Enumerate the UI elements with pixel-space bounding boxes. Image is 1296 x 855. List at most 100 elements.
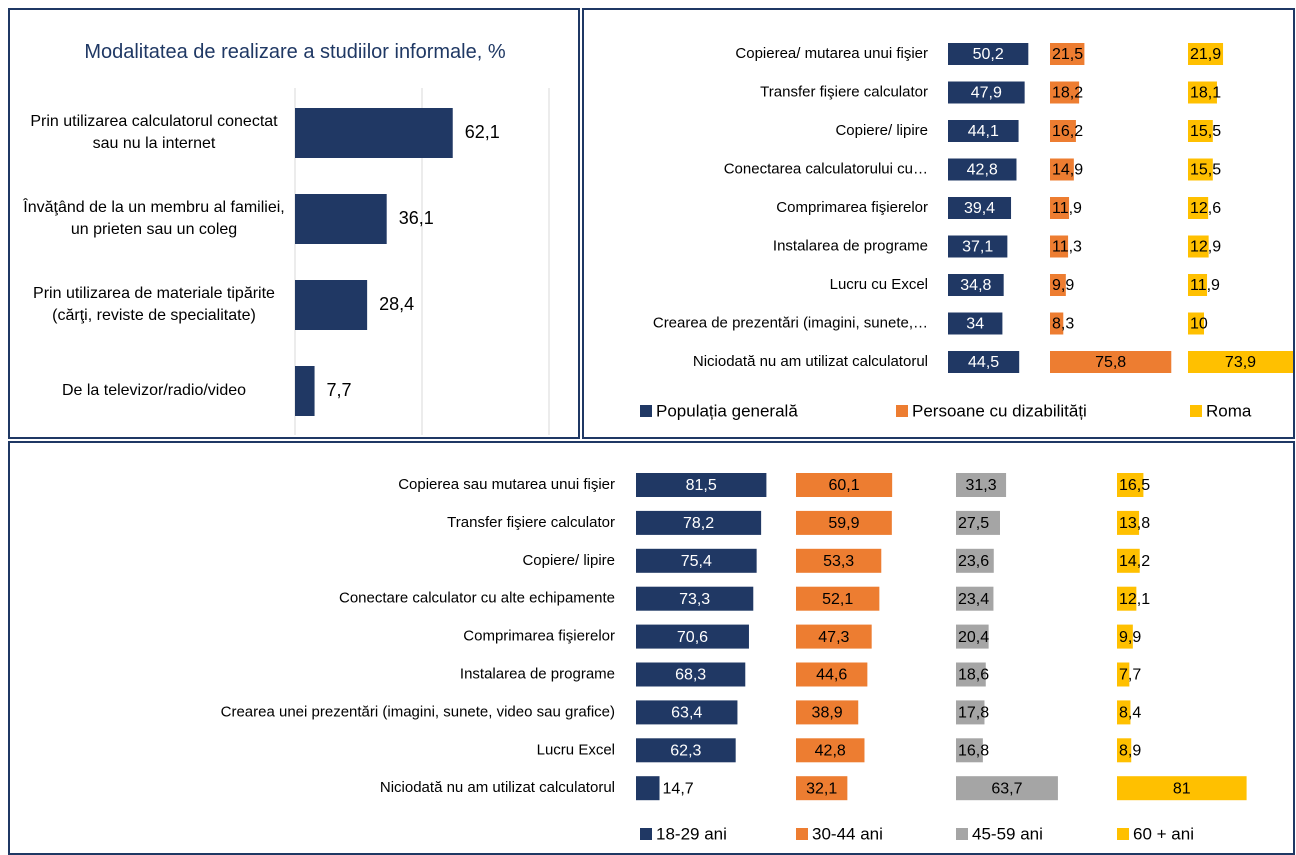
value-label: 75,4	[681, 553, 712, 570]
value-label: 15,5	[1190, 123, 1221, 140]
value-label: 62,3	[670, 743, 701, 760]
bar	[636, 548, 757, 573]
value-label: 59,9	[828, 515, 859, 532]
bar	[948, 158, 1017, 181]
value-label: 17,8	[958, 705, 989, 722]
category-label: Comprimarea fişierelor	[463, 628, 615, 645]
category-label: Crearea unei prezentări (imagini, sunete…	[221, 703, 615, 720]
bar	[1188, 351, 1293, 373]
value-label: 68,3	[675, 667, 706, 684]
category-label: Copierea sau mutarea unui fişier	[398, 476, 615, 493]
value-label: 78,2	[683, 515, 714, 532]
value-label: 50,2	[973, 46, 1004, 63]
value-label: 14,2	[1119, 553, 1150, 570]
value-label: 81,5	[686, 477, 717, 494]
bar	[948, 43, 1029, 65]
bar	[1050, 43, 1085, 65]
bar	[1050, 81, 1080, 104]
category-label: Lucru cu Excel	[830, 276, 928, 293]
value-label: 8,9	[1119, 743, 1141, 760]
value-label: 14,9	[1052, 162, 1083, 179]
category-label: Conectarea calculatorului cu…	[724, 160, 928, 177]
bar	[1188, 312, 1204, 335]
bar	[948, 235, 1008, 258]
value-label: 14,7	[663, 780, 694, 797]
bar	[1050, 120, 1076, 142]
bar	[1117, 548, 1140, 573]
bar	[1050, 351, 1172, 373]
bar	[1117, 700, 1131, 725]
value-label: 15,5	[1190, 162, 1221, 179]
value-label: 8,4	[1119, 705, 1141, 722]
value-label: 18,2	[1052, 85, 1083, 102]
bar	[796, 586, 880, 611]
value-label: 12,6	[1190, 200, 1221, 217]
value-label: 13,8	[1119, 515, 1150, 532]
bar	[1050, 312, 1064, 335]
value-label: 32,1	[806, 780, 837, 797]
bar	[636, 700, 738, 725]
value-label: 21,5	[1052, 46, 1083, 63]
bar	[636, 662, 746, 687]
value-label: 39,4	[964, 200, 995, 217]
bar	[636, 738, 736, 763]
bar	[948, 274, 1004, 296]
value-label: 9,9	[1052, 277, 1074, 294]
legend-swatch	[956, 828, 968, 840]
panel	[8, 8, 580, 439]
value-label: 12,9	[1190, 239, 1221, 256]
category-label: Comprimarea fişierelor	[776, 199, 928, 216]
bar	[1188, 81, 1217, 104]
category-label: Prin utilizarea de materiale tipărite (c…	[33, 285, 275, 324]
value-label: 75,8	[1095, 354, 1126, 371]
category-label: Conectare calculator cu alte echipamente	[339, 590, 615, 607]
panel	[582, 8, 1295, 439]
bar	[956, 548, 994, 573]
legend-swatch	[1190, 405, 1202, 417]
value-label: 63,7	[991, 780, 1022, 797]
value-label: 42,8	[967, 162, 998, 179]
value-label: 27,5	[958, 515, 989, 532]
legend-label: Persoane cu dizabilități	[912, 401, 1087, 420]
value-label: 11,9	[1190, 277, 1220, 294]
bar	[636, 586, 754, 611]
bar	[796, 738, 865, 763]
value-label: 63,4	[671, 705, 702, 722]
bar	[1188, 120, 1213, 142]
legend-swatch	[896, 405, 908, 417]
bar	[956, 738, 983, 763]
value-label: 7,7	[327, 380, 352, 400]
bar	[796, 473, 893, 497]
legend-swatch	[640, 405, 652, 417]
legend-label: 18-29 ani	[656, 824, 727, 843]
bar	[956, 662, 986, 687]
legend-label: Populația generală	[656, 401, 798, 420]
legend-label: 45-59 ani	[972, 824, 1043, 843]
value-label: 20,4	[958, 629, 989, 646]
bar	[1117, 624, 1133, 649]
category-label: Transfer fişiere calculator	[447, 514, 615, 531]
bar	[1050, 274, 1066, 296]
category-label: Prin utilizarea calculatorul conectat sa…	[30, 113, 278, 152]
bar	[796, 776, 848, 801]
bar	[948, 120, 1019, 142]
category-label: Lucru Excel	[537, 741, 615, 758]
bar	[1117, 776, 1247, 801]
value-label: 23,6	[958, 553, 989, 570]
value-label: 34,8	[960, 277, 991, 294]
bar	[295, 280, 368, 330]
category-label: Învăţând de la un membru al familiei, un…	[23, 199, 285, 238]
bar	[796, 662, 868, 687]
value-label: 52,1	[822, 591, 853, 608]
bar	[1050, 197, 1070, 219]
bar	[1050, 235, 1069, 258]
value-label: 31,3	[965, 477, 996, 494]
bar	[636, 510, 762, 535]
bar	[956, 776, 1058, 801]
value-label: 47,9	[971, 85, 1002, 102]
bar	[948, 312, 1003, 335]
value-label: 73,9	[1225, 354, 1256, 371]
legend-label: Roma	[1206, 401, 1252, 420]
